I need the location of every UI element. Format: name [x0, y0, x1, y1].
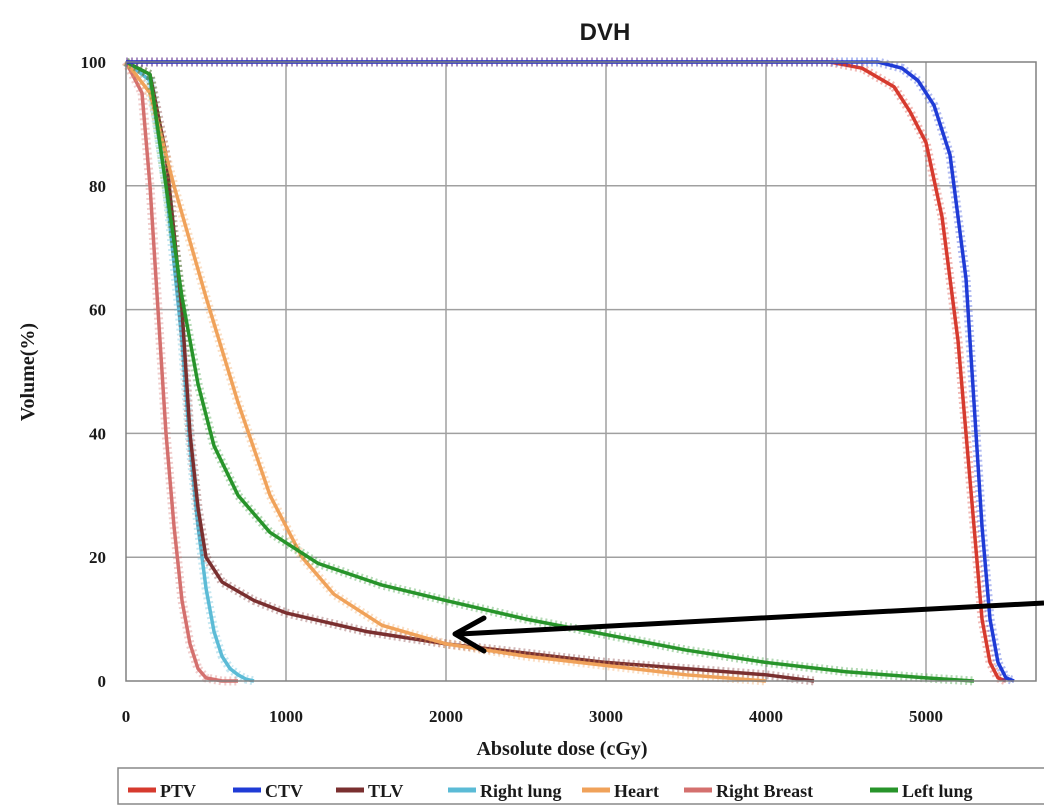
y-tick-label: 80 [89, 177, 106, 196]
legend: PTV CTV TLV Right lung Heart Right Breast Left… [117, 767, 1044, 805]
x-tick-label: 1000 [269, 707, 303, 726]
series-line-ctv [126, 60, 1015, 683]
legend-label-right-lung: Right lung [480, 781, 562, 801]
plot-frame [125, 61, 1037, 682]
legend-label-tlv: TLV [368, 781, 403, 801]
plot-background [126, 62, 1036, 681]
legend-label-left-lung: Left lung [902, 781, 973, 801]
x-tick-label: 4000 [749, 707, 783, 726]
series-line-ptv [126, 60, 1007, 683]
y-tick-label: 20 [89, 548, 106, 567]
y-tick-label: 100 [81, 53, 107, 72]
x-tick-label: 3000 [589, 707, 623, 726]
annotation-arrow-head [452, 615, 487, 654]
series-line-left-lung [125, 60, 975, 683]
x-tick-labels: 0 1000 2000 3000 4000 5000 [122, 707, 943, 726]
chart-title: DVH [580, 19, 631, 46]
gridlines [126, 62, 1036, 681]
annotation-arrow [452, 600, 1044, 654]
x-axis-label: Absolute dose (cGy) [476, 738, 647, 760]
y-tick-label: 0 [98, 672, 107, 691]
legend-box [117, 767, 1044, 805]
y-tick-label: 60 [89, 301, 106, 320]
annotation-arrow-shaft [459, 600, 1044, 637]
legend-label-right-breast: Right Breast [716, 781, 813, 801]
legend-label-heart: Heart [614, 781, 659, 801]
x-tick-label: 2000 [429, 707, 463, 726]
series-line-heart [124, 60, 767, 683]
y-tick-labels: 0 20 40 60 80 100 [81, 53, 107, 691]
x-tick-label: 0 [122, 707, 131, 726]
legend-label-ctv: CTV [265, 781, 303, 801]
series-layer [122, 57, 1016, 686]
y-tick-label: 40 [89, 424, 106, 443]
legend-label-ptv: PTV [160, 781, 196, 801]
plot-area [122, 57, 1037, 686]
x-tick-label: 5000 [909, 707, 943, 726]
y-axis-label: Volume(%) [17, 323, 39, 421]
series-line-right-breast [124, 61, 238, 683]
